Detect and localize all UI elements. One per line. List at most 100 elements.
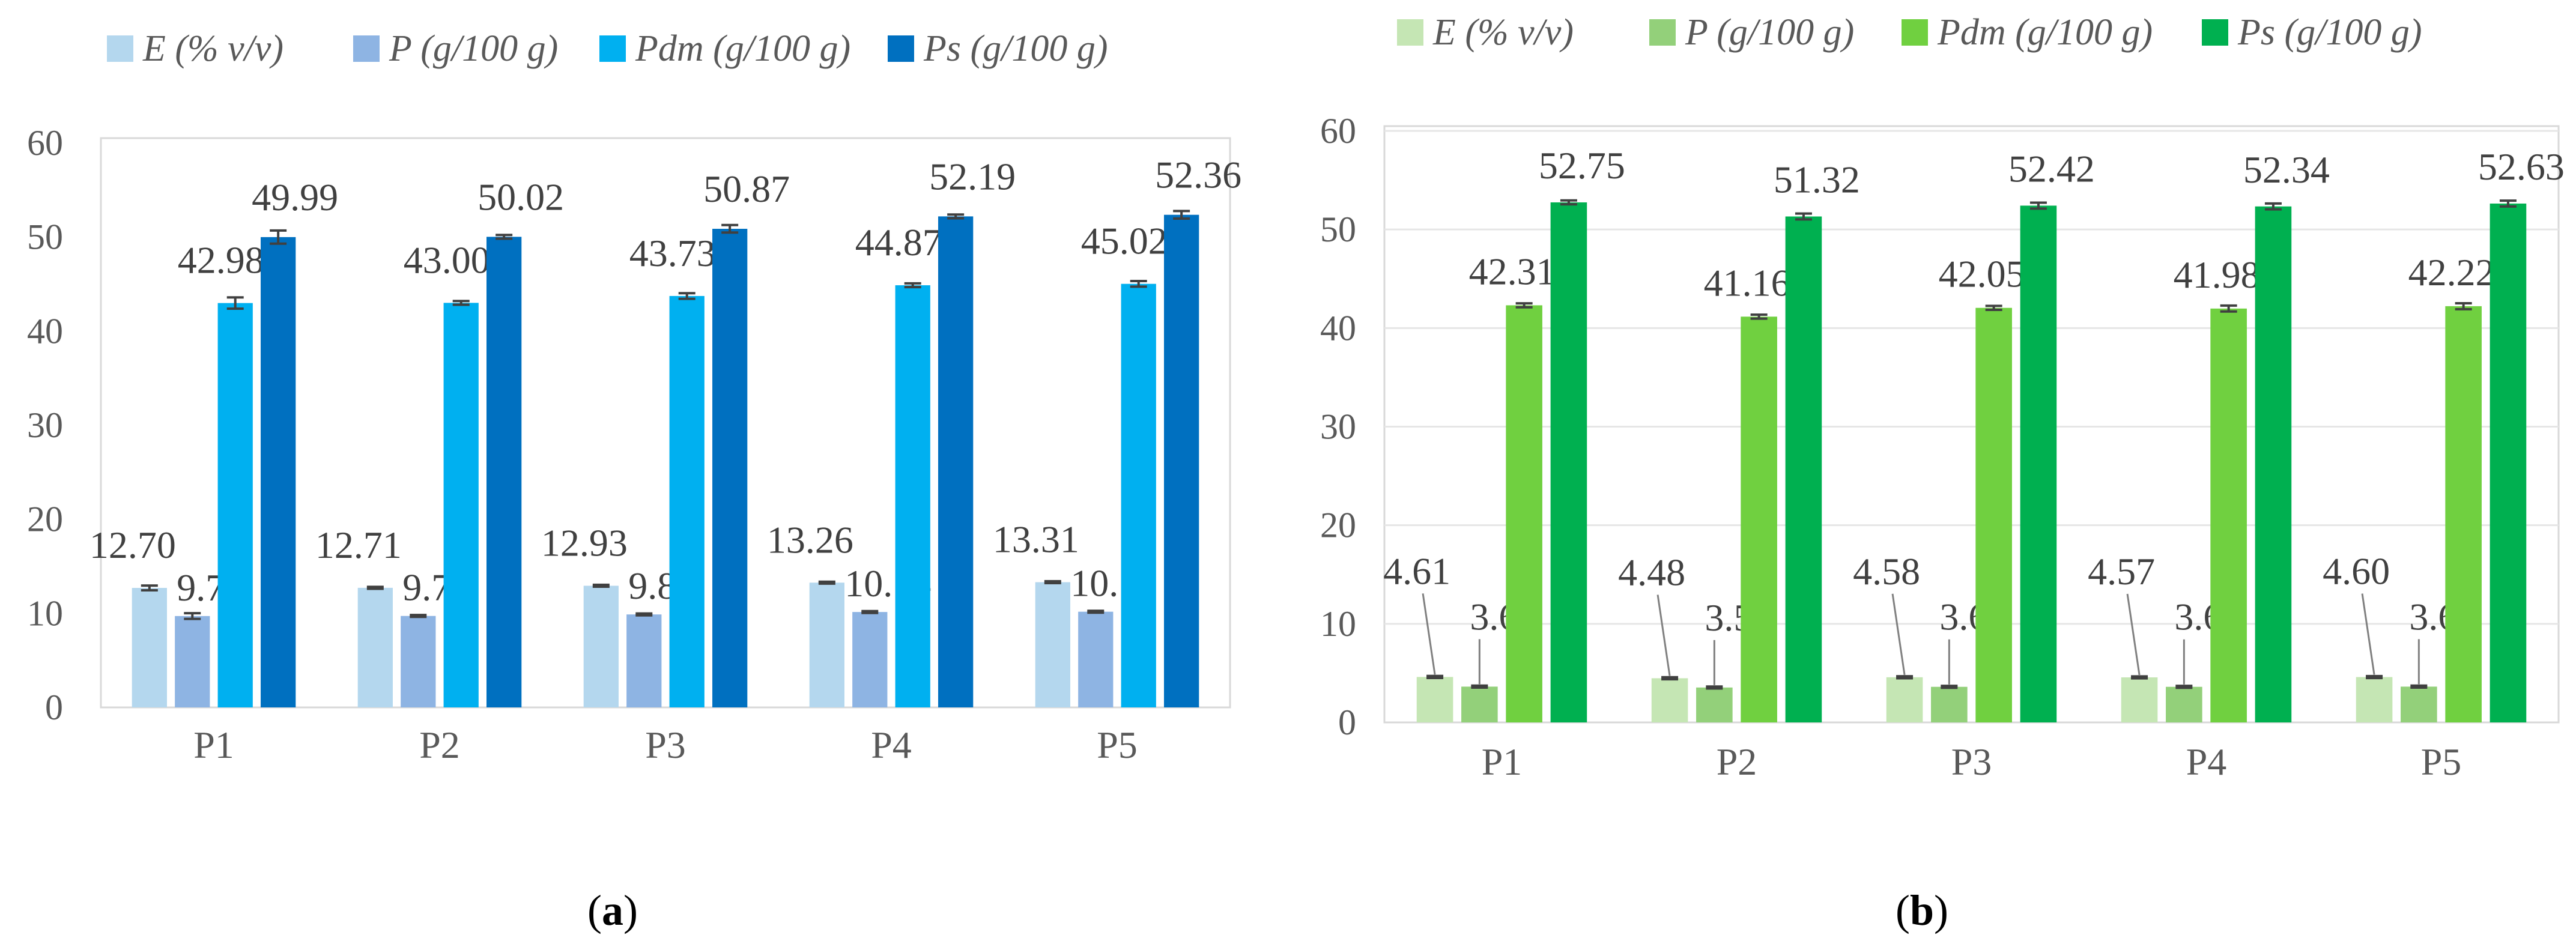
y-tick-label-a-50: 50 — [27, 217, 63, 257]
legend-swatch-b-ps — [2202, 19, 2228, 46]
y-tick-label-a-30: 30 — [27, 405, 63, 445]
data-label-b-e-p5: 4.60 — [2323, 549, 2390, 592]
bar-b-pdm-p5 — [2445, 306, 2482, 723]
bar-b-e-p3 — [1886, 677, 1923, 722]
bar-a-ps-p1 — [261, 237, 296, 707]
bar-b-p-p1 — [1461, 686, 1498, 722]
bar-b-pdm-p1 — [1506, 305, 1542, 722]
data-label-a-pdm-p5: 45.02 — [1081, 220, 1168, 262]
x-category-label-a-p2: P2 — [419, 724, 460, 766]
bar-b-p-p3 — [1931, 686, 1968, 722]
x-category-label-a-p1: P1 — [193, 724, 234, 766]
data-label-b-pdm-p3: 42.05 — [1939, 253, 2025, 295]
caption-b-open: ( — [1896, 886, 1910, 934]
bar-a-pdm-p1 — [217, 303, 253, 707]
x-category-label-a-p3: P3 — [645, 724, 686, 766]
caption-b-letter: b — [1910, 886, 1934, 934]
bar-b-ps-p3 — [2020, 205, 2057, 722]
y-tick-label-a-20: 20 — [27, 500, 63, 539]
bar-b-pdm-p4 — [2210, 308, 2247, 722]
data-label-a-pdm-p1: 42.98 — [178, 239, 264, 282]
caption-b-close: ) — [1934, 886, 1948, 934]
bar-b-e-p4 — [2121, 677, 2158, 722]
legend-swatch-b-e — [1397, 19, 1423, 46]
legend-swatch-a-p — [353, 35, 380, 62]
caption-a: (a) — [587, 886, 638, 934]
x-category-label-b-p3: P3 — [1951, 740, 1992, 783]
data-label-b-pdm-p5: 42.22 — [2408, 251, 2495, 294]
bar-a-e-p4 — [809, 582, 844, 707]
label-leader-b-e-p5 — [2361, 593, 2375, 675]
bar-a-e-p3 — [583, 585, 619, 707]
chart-panel-a: 0102030405060P112.709.7142.9849.99P212.7… — [27, 28, 1241, 766]
bar-b-ps-p4 — [2255, 206, 2292, 722]
legend-swatch-a-pdm — [599, 35, 626, 62]
bar-b-ps-p1 — [1550, 202, 1587, 722]
bar-b-ps-p5 — [2490, 203, 2527, 722]
bar-b-pdm-p3 — [1975, 307, 2012, 722]
bar-b-ps-p2 — [1785, 216, 1822, 722]
legend-swatch-b-pdm — [1902, 19, 1928, 46]
data-label-a-e-p4: 13.26 — [767, 518, 853, 561]
bar-b-e-p5 — [2356, 677, 2393, 722]
data-label-b-pdm-p1: 42.31 — [1469, 250, 1556, 292]
legend-swatch-a-ps — [888, 35, 914, 62]
bar-b-pdm-p2 — [1741, 316, 1777, 722]
bar-a-ps-p5 — [1164, 214, 1199, 707]
bar-b-p-p4 — [2166, 686, 2202, 722]
data-label-a-ps-p1: 49.99 — [252, 176, 338, 219]
y-tick-label-b-40: 40 — [1320, 308, 1356, 348]
data-label-b-ps-p1: 52.75 — [1539, 144, 1625, 187]
legend-label-b-pdm: Pdm (g/100 g) — [1937, 12, 2153, 53]
bar-a-p-p3 — [626, 614, 662, 707]
y-tick-label-b-30: 30 — [1320, 407, 1356, 447]
bar-a-pdm-p5 — [1121, 283, 1156, 708]
bar-a-pdm-p4 — [895, 285, 930, 708]
data-label-a-e-p3: 12.93 — [541, 521, 628, 564]
legend-swatch-b-p — [1649, 19, 1676, 46]
data-label-a-ps-p3: 50.87 — [703, 168, 790, 210]
y-tick-label-b-10: 10 — [1320, 604, 1356, 644]
bar-b-e-p2 — [1651, 678, 1688, 722]
bar-b-p-p5 — [2401, 686, 2437, 722]
data-label-b-ps-p5: 52.63 — [2478, 145, 2565, 188]
legend-label-b-e: E (% v/v) — [1432, 12, 1574, 53]
caption-a-close: ) — [623, 886, 638, 934]
y-tick-label-b-50: 50 — [1320, 210, 1356, 249]
bar-a-p-p4 — [852, 612, 888, 707]
legend-label-a-p: P (g/100 g) — [389, 28, 558, 69]
bar-b-p-p2 — [1696, 687, 1733, 722]
legend-label-a-ps: Ps (g/100 g) — [923, 28, 1108, 69]
bar-a-ps-p4 — [938, 216, 974, 707]
y-tick-label-b-0: 0 — [1338, 703, 1356, 742]
data-label-b-e-p3: 4.58 — [1853, 550, 1920, 593]
x-category-label-a-p5: P5 — [1097, 724, 1138, 766]
y-tick-label-a-40: 40 — [27, 311, 63, 351]
legend-label-a-pdm: Pdm (g/100 g) — [635, 28, 850, 69]
y-tick-label-b-20: 20 — [1320, 506, 1356, 545]
data-label-a-e-p2: 12.71 — [315, 524, 402, 566]
data-label-b-pdm-p2: 41.16 — [1704, 261, 1790, 304]
data-label-b-pdm-p4: 41.98 — [2174, 253, 2260, 296]
y-tick-label-a-0: 0 — [45, 688, 63, 727]
label-leader-b-e-p3 — [1891, 593, 1906, 676]
label-leader-b-e-p2 — [1656, 595, 1671, 676]
bar-a-ps-p2 — [486, 237, 522, 707]
x-category-label-b-p2: P2 — [1717, 740, 1757, 783]
caption-a-open: ( — [587, 886, 602, 934]
x-category-label-b-p1: P1 — [1482, 740, 1523, 783]
y-tick-label-a-60: 60 — [27, 123, 63, 163]
data-label-b-e-p2: 4.48 — [1618, 551, 1685, 593]
data-label-a-pdm-p4: 44.87 — [855, 221, 942, 264]
bar-a-p-p1 — [175, 616, 210, 707]
caption-b: (b) — [1896, 886, 1948, 934]
x-category-label-a-p4: P4 — [871, 724, 912, 766]
legend-label-b-ps: Ps (g/100 g) — [2237, 12, 2422, 53]
data-label-a-ps-p4: 52.19 — [929, 155, 1016, 198]
data-label-a-ps-p5: 52.36 — [1155, 154, 1241, 196]
bar-a-e-p5 — [1035, 582, 1070, 707]
legend-label-a-e: E (% v/v) — [142, 28, 283, 69]
bar-a-p-p2 — [401, 616, 436, 707]
y-tick-label-b-60: 60 — [1320, 111, 1356, 151]
